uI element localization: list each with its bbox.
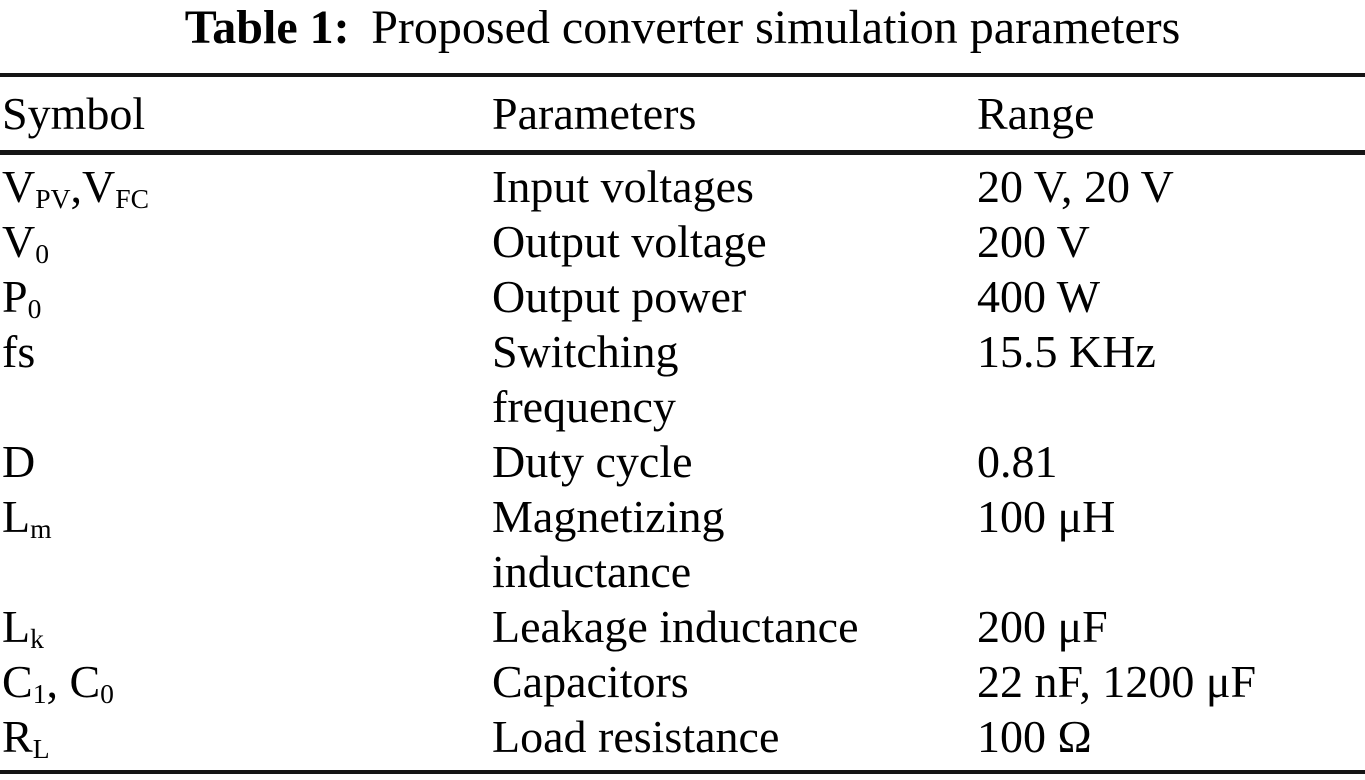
cell-symbol: RL: [2, 711, 50, 765]
cell-range: 22 nF, 1200 μF: [977, 656, 1257, 707]
cell-symbol: Lm: [2, 491, 52, 545]
cell-symbol: P0: [2, 271, 42, 325]
table-caption-text: Proposed converter simulation parameters: [371, 1, 1181, 54]
cell-parameter: Output voltage: [492, 216, 767, 267]
table-row: P0 Output power 400 W: [0, 269, 1365, 324]
table-row: VPV,VFC Input voltages 20 V, 20 V: [0, 159, 1365, 214]
cell-parameter: Switching frequency: [492, 326, 679, 432]
symbol-subscript: 0: [27, 293, 42, 325]
table-row: V0 Output voltage 200 V: [0, 214, 1365, 269]
table-caption: Table 1: Proposed converter simulation pa…: [0, 0, 1365, 56]
cell-range: 400 W: [977, 271, 1101, 322]
symbol-subscript: m: [30, 513, 52, 545]
table-body: VPV,VFC Input voltages 20 V, 20 V V0 Output …: [0, 155, 1365, 770]
table-row: Lm Magnetizing inductance 100 μH: [0, 489, 1365, 599]
table-row: D Duty cycle 0.81: [0, 434, 1365, 489]
cell-range: 0.81: [977, 436, 1058, 487]
symbol-subscript: 0: [35, 238, 50, 270]
cell-symbol: fs: [2, 326, 36, 377]
cell-symbol: VPV,VFC: [2, 161, 150, 215]
symbol-subscript: k: [30, 623, 44, 655]
cell-range: 20 V, 20 V: [977, 161, 1174, 212]
cell-parameter: Output power: [492, 271, 747, 322]
cell-range: 100 Ω: [977, 711, 1092, 762]
table-rule-bottom: [0, 770, 1365, 774]
cell-symbol: C1, C0: [2, 656, 114, 710]
symbol-subscript: L: [32, 733, 50, 765]
cell-parameter: Input voltages: [492, 161, 754, 212]
cell-parameter: Magnetizing inductance: [492, 491, 725, 597]
table-rule-header: [0, 150, 1365, 155]
column-header-range: Range: [977, 88, 1095, 139]
cell-range: 15.5 KHz: [977, 326, 1156, 377]
table-row: C1, C0 Capacitors 22 nF, 1200 μF: [0, 654, 1365, 709]
table-row: fs Switching frequency 15.5 KHz: [0, 324, 1365, 434]
symbol-subscript: PV: [35, 183, 71, 215]
table-caption-label: Table 1:: [184, 1, 350, 54]
cell-symbol: D: [2, 436, 36, 487]
cell-parameter: Leakage inductance: [492, 601, 859, 652]
column-header-parameters: Parameters: [492, 88, 697, 139]
symbol-subscript: FC: [115, 183, 150, 215]
parameters-table: Symbol Parameters Range VPV,VFC Input vol…: [0, 73, 1365, 774]
symbol-subscript: 0: [100, 678, 114, 710]
table-header-row: Symbol Parameters Range: [0, 77, 1365, 150]
symbol-subscript: 1: [32, 678, 47, 710]
table-row: RL Load resistance 100 Ω: [0, 709, 1365, 764]
cell-range: 200 μF: [977, 601, 1108, 652]
cell-parameter: Capacitors: [492, 656, 689, 707]
cell-symbol: V0: [2, 216, 50, 270]
cell-range: 200 V: [977, 216, 1090, 267]
cell-symbol: Lk: [2, 601, 44, 655]
column-header-symbol: Symbol: [2, 88, 146, 139]
table-rule-top: [0, 73, 1365, 77]
cell-range: 100 μH: [977, 491, 1116, 542]
cell-parameter: Duty cycle: [492, 436, 693, 487]
cell-parameter: Load resistance: [492, 711, 780, 762]
table-row: Lk Leakage inductance 200 μF: [0, 599, 1365, 654]
